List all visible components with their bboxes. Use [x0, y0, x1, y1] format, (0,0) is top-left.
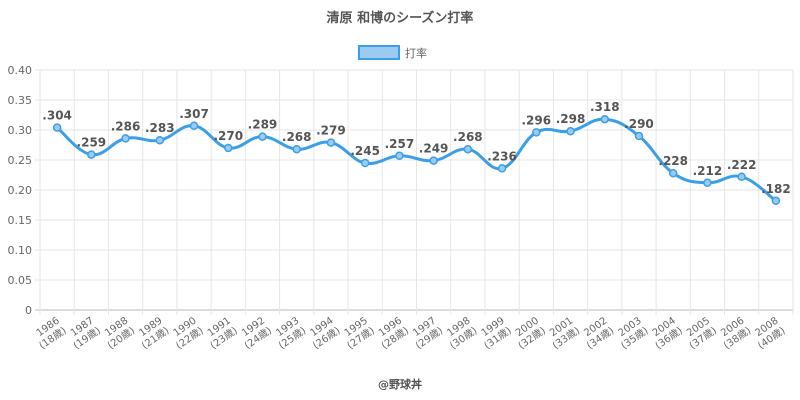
grid	[35, 69, 794, 315]
data-label: .268	[282, 130, 312, 144]
y-tick-label: 0	[25, 304, 32, 317]
data-label: .279	[316, 124, 346, 138]
data-point[interactable]	[668, 168, 678, 178]
x-tick-label: 2000(32歳)	[510, 315, 548, 351]
x-tick-label: 1999(31歳)	[475, 315, 513, 351]
data-label: .228	[658, 154, 688, 168]
data-point[interactable]	[189, 121, 199, 131]
data-label: .268	[453, 130, 483, 144]
x-tick-label: 1989(21歳)	[133, 315, 171, 351]
data-point[interactable]	[395, 151, 404, 161]
x-tick-label: 1995(27歳)	[339, 315, 377, 351]
data-point[interactable]	[703, 178, 712, 188]
x-tick-label: 1996(28歳)	[373, 315, 411, 351]
data-point[interactable]	[771, 196, 781, 206]
data-point[interactable]	[532, 128, 541, 137]
data-label: .307	[179, 107, 209, 121]
data-labels: .304 .259 .286 .283 .307 .270 .289 .268 .279 .245…	[42, 100, 790, 196]
data-point[interactable]	[429, 156, 438, 165]
data-label: .257	[385, 137, 415, 151]
y-tick-label: 0.05	[8, 274, 33, 287]
x-tick-label: 2002(34歳)	[578, 315, 616, 351]
data-label: .245	[350, 144, 380, 158]
x-tick-label: 2001(33歳)	[544, 315, 582, 351]
x-tick-label: 1992(24歳)	[236, 315, 274, 351]
data-label: .212	[693, 164, 723, 178]
y-tick-label: 0.15	[8, 214, 33, 227]
y-axis-ticks: 0 0.05 0.10 0.15 0.20 0.25 0.30 0.35 0.40	[8, 64, 33, 317]
data-point[interactable]	[258, 132, 267, 141]
data-label: .283	[145, 121, 175, 135]
data-point[interactable]	[737, 172, 746, 182]
x-tick-label: 1991(23歳)	[202, 315, 240, 351]
chart-title: 清原 和博のシーズン打率	[327, 10, 474, 26]
data-point[interactable]	[566, 126, 575, 136]
x-tick-label: 1997(29歳)	[407, 315, 445, 351]
data-point[interactable]	[634, 131, 644, 141]
data-points	[52, 114, 781, 206]
data-label: .286	[111, 119, 141, 133]
legend-swatch	[358, 45, 400, 60]
data-point[interactable]	[292, 144, 301, 154]
data-point[interactable]	[360, 158, 370, 168]
data-point[interactable]	[52, 123, 62, 132]
x-tick-label: 2008(40歳)	[749, 315, 787, 351]
data-label: .182	[761, 182, 791, 196]
data-label: .298	[556, 112, 586, 126]
x-tick-label: 2005(37歳)	[681, 315, 719, 351]
legend[interactable]: 打率	[358, 45, 427, 60]
data-label: .304	[42, 109, 72, 123]
data-point[interactable]	[121, 134, 130, 143]
data-point[interactable]	[87, 150, 96, 159]
x-tick-label: 2003(35歳)	[612, 315, 650, 351]
data-point[interactable]	[155, 135, 165, 145]
data-label: .296	[521, 113, 551, 127]
data-label: .270	[213, 129, 243, 143]
x-tick-label: 2004(36歳)	[647, 315, 685, 351]
legend-label: 打率	[405, 46, 427, 60]
data-point[interactable]	[326, 138, 336, 147]
x-tick-label: 1987(19歳)	[65, 315, 103, 351]
data-label: .318	[590, 100, 620, 114]
x-axis-ticks: 1986(18歳) 1987(19歳) 1988(20歳) 1989(21歳) 1990…	[31, 315, 788, 351]
y-tick-label: 0.20	[8, 184, 33, 197]
x-tick-label: 1988(20歳)	[99, 315, 137, 351]
data-label: .249	[419, 142, 449, 156]
data-label: .222	[727, 158, 757, 172]
y-tick-label: 0.10	[8, 244, 33, 257]
series-line	[55, 117, 778, 203]
credit-label: @野球丼	[378, 377, 422, 391]
x-tick-label: 2006(38歳)	[715, 315, 753, 351]
data-point[interactable]	[600, 114, 609, 124]
data-point[interactable]	[463, 144, 473, 154]
x-tick-label: 1993(25歳)	[270, 315, 308, 351]
data-label: .290	[624, 117, 654, 131]
data-label: .289	[248, 118, 278, 132]
x-tick-label: 1998(30歳)	[441, 315, 479, 351]
x-tick-label: 1990(22歳)	[167, 315, 205, 351]
data-point[interactable]	[224, 143, 233, 153]
y-tick-label: 0.40	[8, 64, 33, 77]
y-tick-label: 0.30	[8, 124, 33, 137]
data-label: .259	[77, 136, 107, 150]
data-label: .236	[487, 149, 517, 163]
x-tick-label: 1994(26歳)	[304, 315, 342, 351]
y-tick-label: 0.25	[8, 154, 33, 167]
y-tick-label: 0.35	[8, 94, 33, 107]
x-tick-label: 1986(18歳)	[31, 315, 69, 351]
data-point[interactable]	[497, 164, 507, 173]
